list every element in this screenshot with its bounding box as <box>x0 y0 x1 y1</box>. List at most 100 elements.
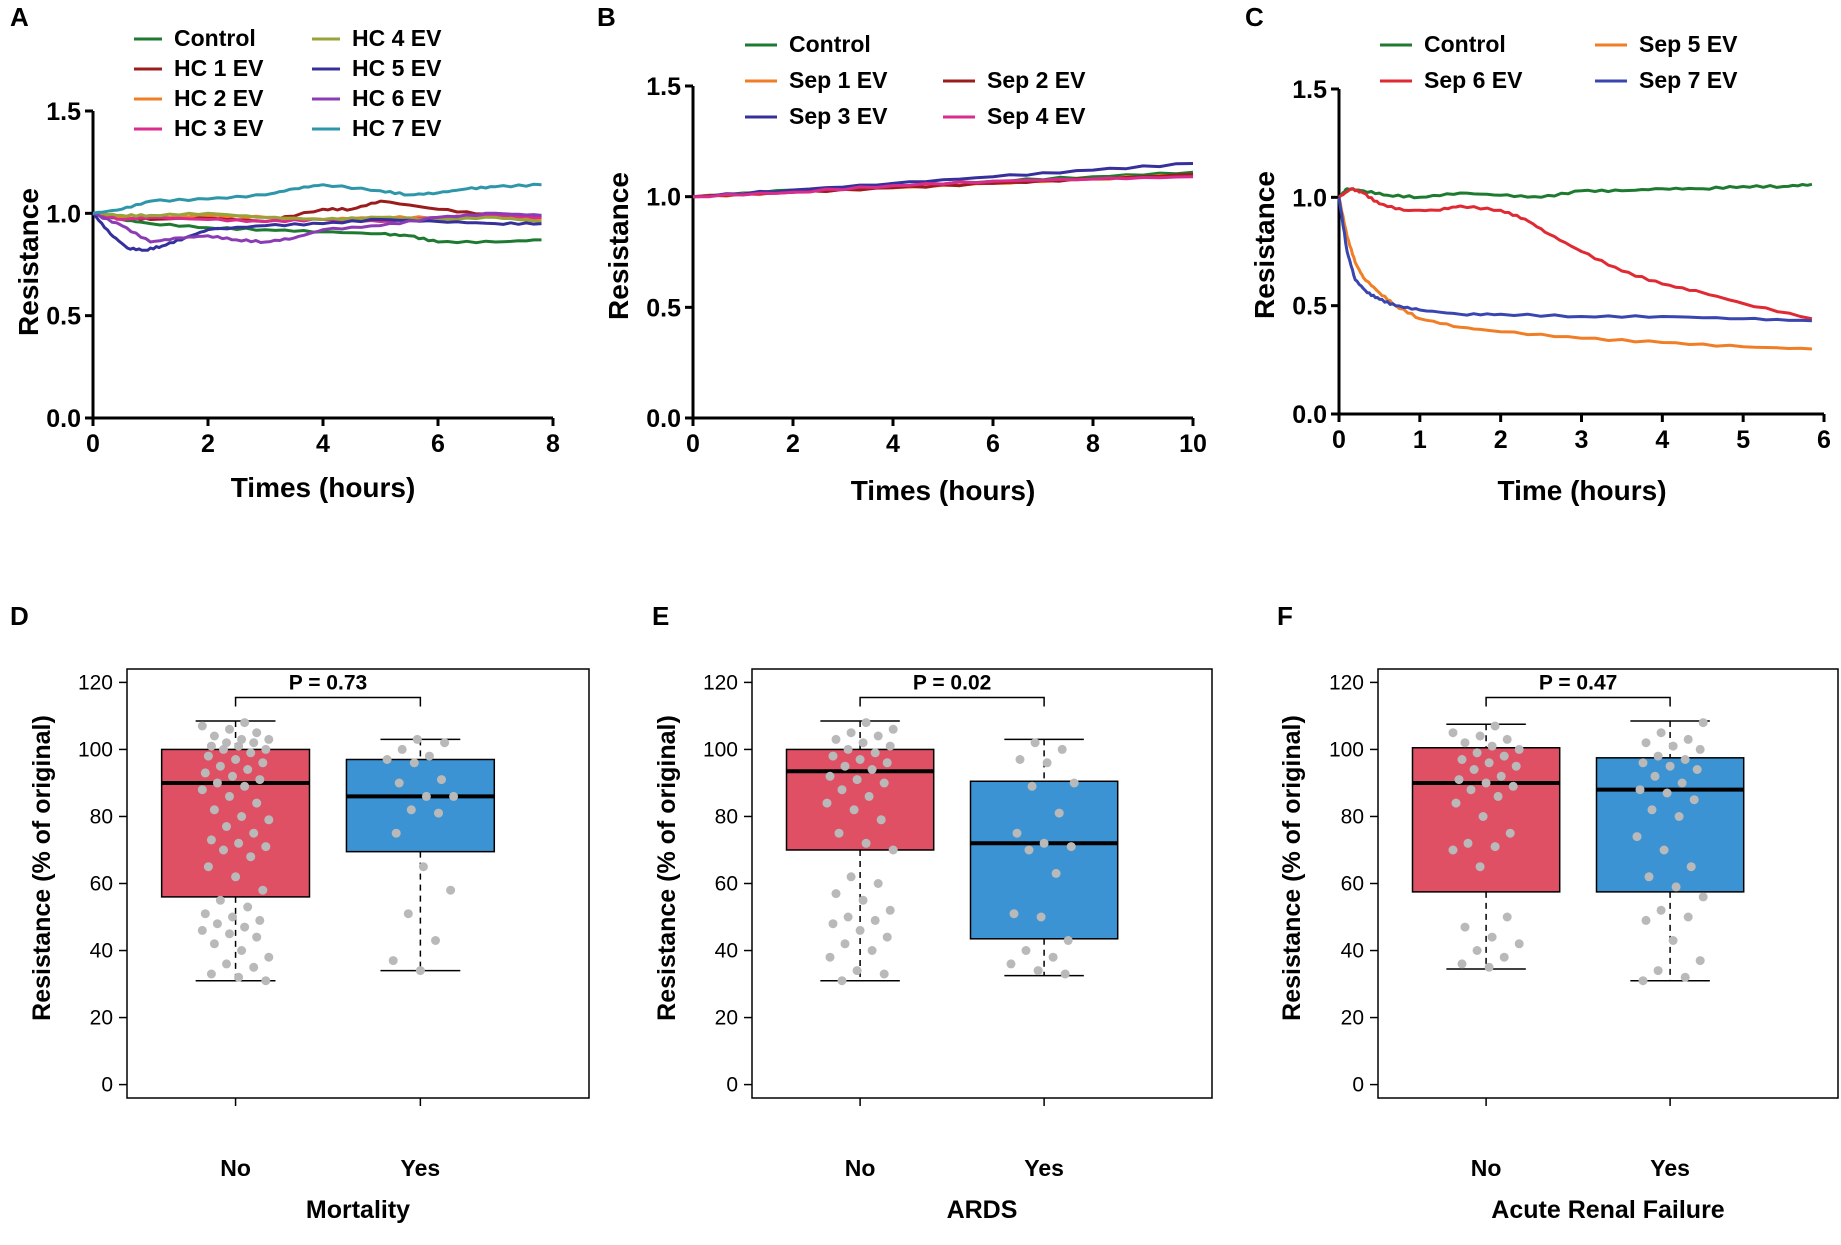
data-point <box>855 755 865 764</box>
y-tick-label: 1.5 <box>46 98 81 126</box>
y-tick-label: 0 <box>101 1074 113 1097</box>
data-point <box>1487 932 1497 942</box>
y-tick-label: 120 <box>1329 671 1364 694</box>
data-point <box>258 758 268 768</box>
x-tick-label: 2 <box>786 430 800 458</box>
data-point <box>849 805 859 815</box>
panel-letter: D <box>10 601 29 631</box>
x-tick-label: Yes <box>1650 1155 1690 1181</box>
series-line-sep-7-ev <box>1337 197 1812 323</box>
data-point <box>255 775 265 785</box>
data-point <box>852 775 862 785</box>
data-point <box>885 741 895 751</box>
data-point <box>1680 972 1690 982</box>
data-point <box>261 976 271 986</box>
box-yes <box>345 758 496 853</box>
data-point <box>1030 738 1040 748</box>
data-point <box>1674 812 1684 821</box>
series-line-hc-5-ev <box>91 212 542 252</box>
data-point <box>252 728 262 738</box>
data-point <box>1695 744 1705 754</box>
data-point <box>1499 751 1509 761</box>
data-point <box>215 761 225 771</box>
data-point <box>846 728 856 738</box>
data-point <box>1469 765 1479 774</box>
data-point <box>225 791 234 801</box>
data-point <box>1021 946 1031 955</box>
legend-label: Control <box>789 31 871 57</box>
data-point <box>1448 728 1458 738</box>
data-point <box>1659 845 1669 855</box>
data-point <box>1487 741 1497 751</box>
data-point <box>1635 785 1645 795</box>
data-point <box>1048 952 1058 962</box>
x-tick-label: 2 <box>1494 426 1508 454</box>
data-point <box>840 761 850 771</box>
data-point <box>264 815 274 825</box>
data-point <box>1692 765 1702 774</box>
data-point <box>209 731 219 741</box>
data-point <box>412 734 422 744</box>
x-axis-title: Acute Renal Failure <box>1491 1196 1724 1224</box>
y-tick-label: 1.0 <box>646 184 681 212</box>
data-point <box>1457 755 1467 764</box>
y-axis-title: Resistance (% of original) <box>28 715 56 1021</box>
data-point <box>1505 828 1515 838</box>
data-point <box>822 798 832 808</box>
y-tick-label: 0.5 <box>1292 293 1327 321</box>
data-point <box>828 919 838 929</box>
data-point <box>1481 778 1491 788</box>
x-axis-title: ARDS <box>947 1196 1018 1224</box>
y-axis-title: Resistance <box>13 188 44 336</box>
data-point <box>1662 788 1672 798</box>
series-line-sep-3-ev <box>692 162 1194 199</box>
y-tick-label: 0.0 <box>46 405 81 433</box>
data-point <box>882 758 892 768</box>
x-tick-label: 4 <box>316 430 330 458</box>
data-point <box>231 872 241 882</box>
data-point <box>1683 734 1693 744</box>
y-tick-label: 0.0 <box>1292 401 1327 429</box>
legend-label: HC 5 EV <box>352 55 442 81</box>
significance-bracket <box>859 696 1045 707</box>
series-line-hc-1-ev <box>92 199 542 223</box>
data-point <box>243 902 253 912</box>
data-point <box>397 744 407 754</box>
legend-label: Sep 7 EV <box>1639 67 1738 93</box>
data-point <box>382 755 392 764</box>
data-point <box>846 872 856 882</box>
data-point <box>1472 748 1482 758</box>
data-point <box>1502 912 1512 922</box>
data-point <box>843 744 853 754</box>
x-axis-title: Times (hours) <box>851 475 1036 506</box>
data-point <box>1039 838 1049 848</box>
data-point <box>1478 812 1488 821</box>
y-tick-label: 20 <box>715 1007 738 1030</box>
legend-label: HC 7 EV <box>352 115 442 141</box>
legend: Control Sep 5 EV Sep 6 EV Sep 7 EV <box>1380 31 1738 93</box>
x-axis-title: Time (hours) <box>1497 475 1666 506</box>
box-yes <box>1595 757 1745 893</box>
data-point <box>831 734 841 744</box>
x-tick-label: 4 <box>1655 426 1669 454</box>
data-point <box>1493 791 1503 801</box>
legend-label: Sep 2 EV <box>987 67 1086 93</box>
legend-label: Sep 5 EV <box>1639 31 1738 57</box>
data-point <box>219 845 228 855</box>
data-point <box>215 895 225 905</box>
data-point <box>1511 761 1521 771</box>
data-point <box>1024 845 1034 855</box>
x-tick-label: 6 <box>1817 426 1831 454</box>
x-tick-label: 6 <box>431 430 445 458</box>
data-point <box>1466 785 1476 795</box>
panel-letter: B <box>597 2 616 32</box>
legend-label: HC 4 EV <box>352 25 442 51</box>
legend-label: HC 1 EV <box>174 55 264 81</box>
data-point <box>234 838 244 848</box>
data-point <box>1514 939 1524 949</box>
data-point <box>1012 828 1022 838</box>
data-point <box>228 771 237 781</box>
data-point <box>421 791 431 801</box>
panel-letter: C <box>1245 2 1264 32</box>
